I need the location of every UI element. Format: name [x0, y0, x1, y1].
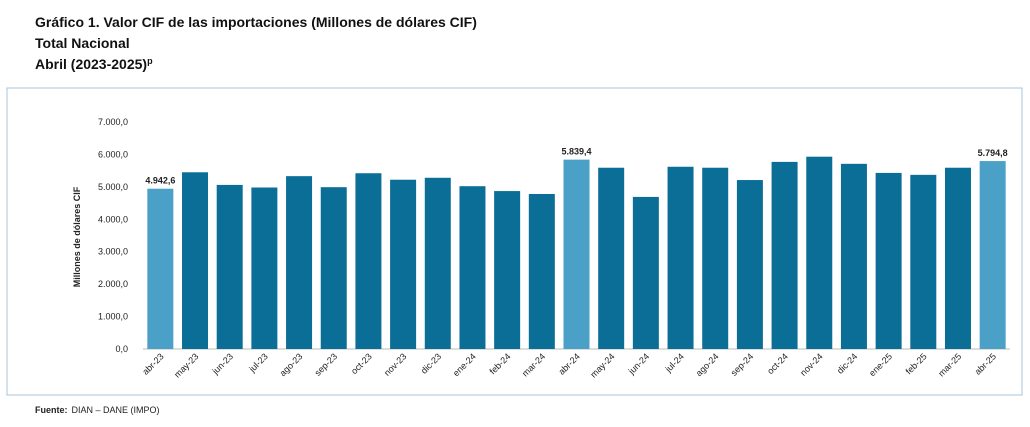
bar — [979, 161, 1006, 349]
x-tick-label: feb-25 — [904, 351, 929, 376]
x-tick-label: ene-24 — [451, 351, 478, 378]
value-label: 4.942,6 — [145, 176, 175, 186]
y-tick-label: 0,0 — [115, 344, 128, 354]
y-tick-label: 7.000,0 — [98, 117, 128, 127]
bar — [147, 188, 174, 349]
value-label: 5.794,8 — [978, 148, 1008, 158]
x-tick-label: nov-24 — [798, 351, 825, 378]
x-tick-label: abr-24 — [556, 351, 581, 376]
y-tick-label: 1.000,0 — [98, 312, 128, 322]
x-tick-label: nov-23 — [382, 351, 409, 378]
x-tick-label: abr-23 — [140, 351, 165, 376]
bar — [840, 163, 867, 349]
x-tick-label: ene-25 — [867, 351, 894, 378]
bar — [355, 173, 382, 349]
bar — [771, 161, 798, 349]
x-tick-label: mar-25 — [936, 351, 963, 378]
y-tick-label: 4.000,0 — [98, 214, 128, 224]
x-tick-label: feb-24 — [487, 351, 512, 376]
bar — [736, 180, 763, 349]
y-axis-label: Millones de dólares CIF — [72, 186, 82, 287]
chart-subtitle: Total Nacional — [35, 35, 130, 51]
chart-title: Gráfico 1. Valor CIF de las importacione… — [35, 14, 477, 30]
y-tick-label: 3.000,0 — [98, 247, 128, 257]
x-tick-label: jun-23 — [210, 351, 235, 376]
x-tick-label: dic-24 — [835, 351, 859, 375]
source: Fuente: DIAN – DANE (IMPO) — [35, 405, 160, 415]
x-tick-label: ago-24 — [694, 351, 721, 378]
bar — [251, 187, 278, 349]
bar — [702, 167, 729, 349]
period: Abril (2023-2025) — [35, 56, 147, 72]
x-tick-label: sep-24 — [729, 351, 756, 378]
bar — [875, 172, 902, 349]
x-tick-label: mar-24 — [520, 351, 547, 378]
bar — [390, 179, 417, 349]
x-tick-label: sep-23 — [313, 351, 340, 378]
x-tick-label: ago-23 — [278, 351, 305, 378]
x-tick-label: oct-24 — [765, 351, 790, 376]
bar — [632, 196, 659, 349]
x-tick-label: may-24 — [588, 351, 616, 379]
bar — [320, 187, 347, 349]
bar — [459, 186, 486, 349]
bar — [528, 193, 555, 349]
x-tick-label: abr-25 — [973, 351, 998, 376]
bar — [944, 167, 971, 349]
source-label: Fuente: — [35, 405, 68, 415]
period-mark: p — [147, 56, 153, 66]
x-tick-label: jul-24 — [663, 351, 686, 374]
y-tick-label: 6.000,0 — [98, 149, 128, 159]
bar — [667, 166, 694, 349]
bar — [182, 172, 209, 349]
x-tick-label: may-23 — [172, 351, 200, 379]
bar — [494, 191, 521, 349]
y-tick-label: 5.000,0 — [98, 182, 128, 192]
x-tick-label: jun-24 — [626, 351, 651, 376]
bar — [910, 174, 937, 349]
bar — [286, 176, 313, 349]
bar — [806, 156, 833, 349]
bar — [563, 159, 590, 349]
chart-period: Abril (2023-2025)p — [35, 56, 153, 72]
bar — [424, 177, 451, 349]
x-tick-label: oct-23 — [349, 351, 374, 376]
bar — [216, 184, 243, 349]
x-tick-label: dic-23 — [419, 351, 443, 375]
x-tick-label: jul-23 — [246, 351, 269, 374]
source-text: DIAN – DANE (IMPO) — [72, 405, 160, 415]
value-label: 5.839,4 — [561, 147, 591, 157]
frame — [6, 87, 1023, 396]
y-tick-label: 2.000,0 — [98, 279, 128, 289]
bar — [598, 167, 625, 349]
